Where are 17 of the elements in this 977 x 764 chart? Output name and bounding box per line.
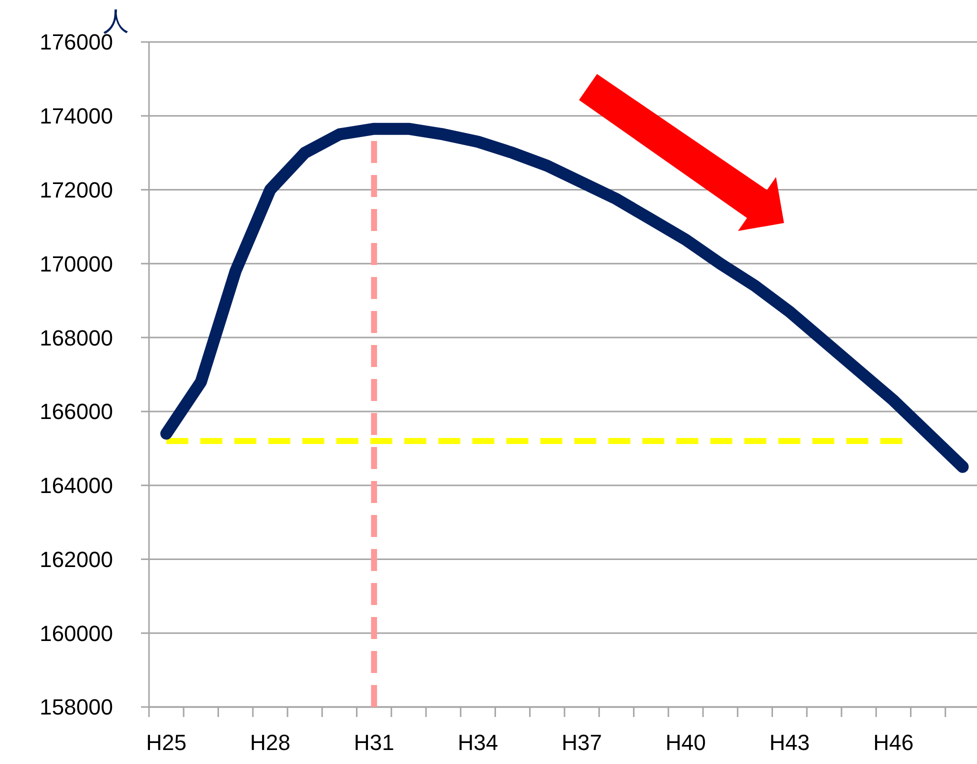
y-tick-label: 168000 xyxy=(40,325,113,350)
y-tick-label: 160000 xyxy=(40,620,113,646)
y-tick-label: 158000 xyxy=(40,694,113,720)
y-tick-label: 166000 xyxy=(40,399,113,424)
y-tick-label: 174000 xyxy=(40,104,113,129)
x-tick-label: H28 xyxy=(250,730,290,755)
x-tick-label: H37 xyxy=(562,730,602,755)
x-tick-label: H40 xyxy=(666,730,706,755)
x-tick-label: H34 xyxy=(458,730,498,755)
y-tick-label: 164000 xyxy=(40,473,113,498)
y-tick-label: 162000 xyxy=(40,546,113,572)
x-tick-label: H46 xyxy=(873,730,914,755)
y-tick-label: 170000 xyxy=(40,251,113,276)
x-tick-label: H31 xyxy=(354,730,394,755)
x-tick-label: H43 xyxy=(769,730,810,755)
x-tick-label: H25 xyxy=(146,730,186,755)
y-tick-label: 172000 xyxy=(40,177,113,202)
